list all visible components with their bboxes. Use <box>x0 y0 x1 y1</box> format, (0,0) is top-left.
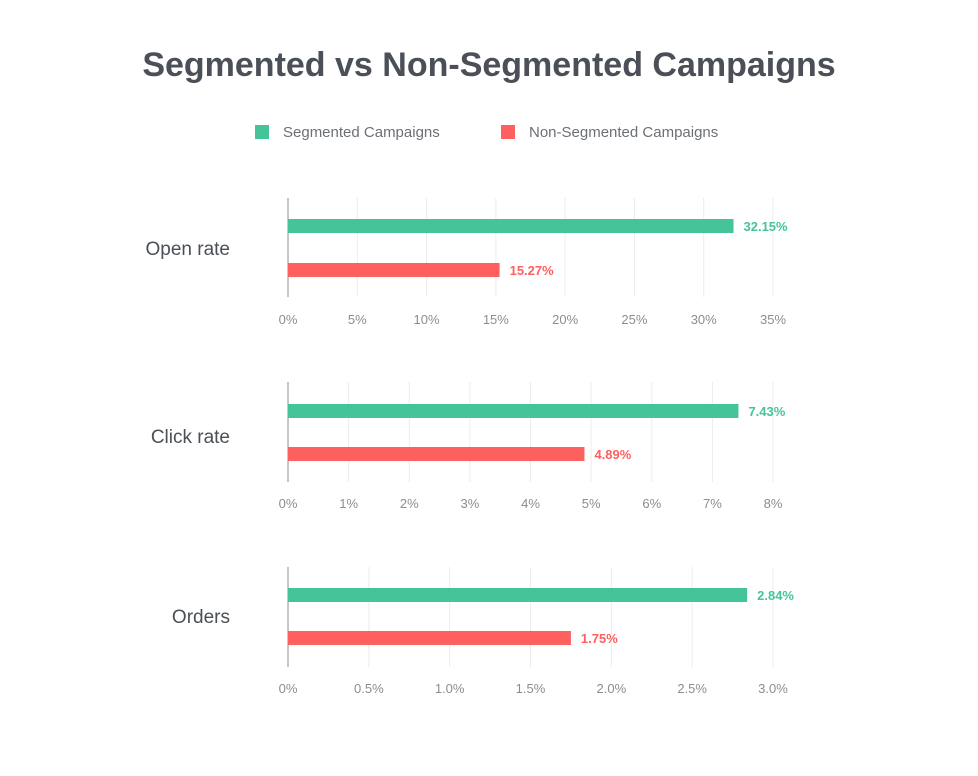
category-label: Open rate <box>146 239 231 260</box>
tick-label: 1.0% <box>435 681 465 696</box>
tick-label: 2.0% <box>597 681 627 696</box>
legend-swatch-segmented <box>255 125 269 139</box>
tick-label: 4% <box>521 496 540 511</box>
bar <box>288 263 500 277</box>
bar <box>288 404 739 418</box>
tick-label: 25% <box>621 312 647 327</box>
tick-label: 20% <box>552 312 578 327</box>
tick-label: 8% <box>764 496 783 511</box>
legend-item-segmented: Segmented Campaigns <box>255 121 440 143</box>
category-label: Click rate <box>151 427 230 448</box>
tick-label: 3% <box>460 496 479 511</box>
data-label: 1.75% <box>581 631 618 646</box>
data-label: 15.27% <box>510 263 555 278</box>
legend-label-segmented: Segmented Campaigns <box>283 123 440 141</box>
tick-label: 2.5% <box>677 681 707 696</box>
legend-item-non-segmented: Non-Segmented Campaigns <box>501 121 718 143</box>
tick-label: 0% <box>279 681 298 696</box>
legend-label-non-segmented: Non-Segmented Campaigns <box>529 123 719 141</box>
data-label: 32.15% <box>744 219 789 234</box>
tick-label: 0% <box>279 496 298 511</box>
chart-title: Segmented vs Non-Segmented Campaigns <box>142 46 836 84</box>
data-label: 7.43% <box>748 404 785 419</box>
bar <box>288 447 585 461</box>
bar <box>288 631 571 645</box>
tick-label: 35% <box>760 312 786 327</box>
tick-label: 6% <box>642 496 661 511</box>
tick-label: 7% <box>703 496 722 511</box>
tick-label: 1.5% <box>516 681 546 696</box>
tick-label: 15% <box>483 312 509 327</box>
tick-label: 0% <box>279 312 298 327</box>
legend: Segmented Campaigns Non-Segmented Campai… <box>0 121 978 143</box>
bar <box>288 588 748 602</box>
tick-label: 30% <box>691 312 717 327</box>
tick-label: 3.0% <box>758 681 788 696</box>
tick-label: 2% <box>400 496 419 511</box>
tick-label: 0.5% <box>354 681 384 696</box>
bar <box>288 219 734 233</box>
tick-label: 1% <box>339 496 358 511</box>
tick-label: 10% <box>414 312 440 327</box>
category-label: Orders <box>172 607 230 628</box>
tick-label: 5% <box>582 496 601 511</box>
tick-label: 5% <box>348 312 367 327</box>
legend-swatch-non-segmented <box>501 125 515 139</box>
data-label: 2.84% <box>757 588 794 603</box>
data-label: 4.89% <box>594 447 631 462</box>
